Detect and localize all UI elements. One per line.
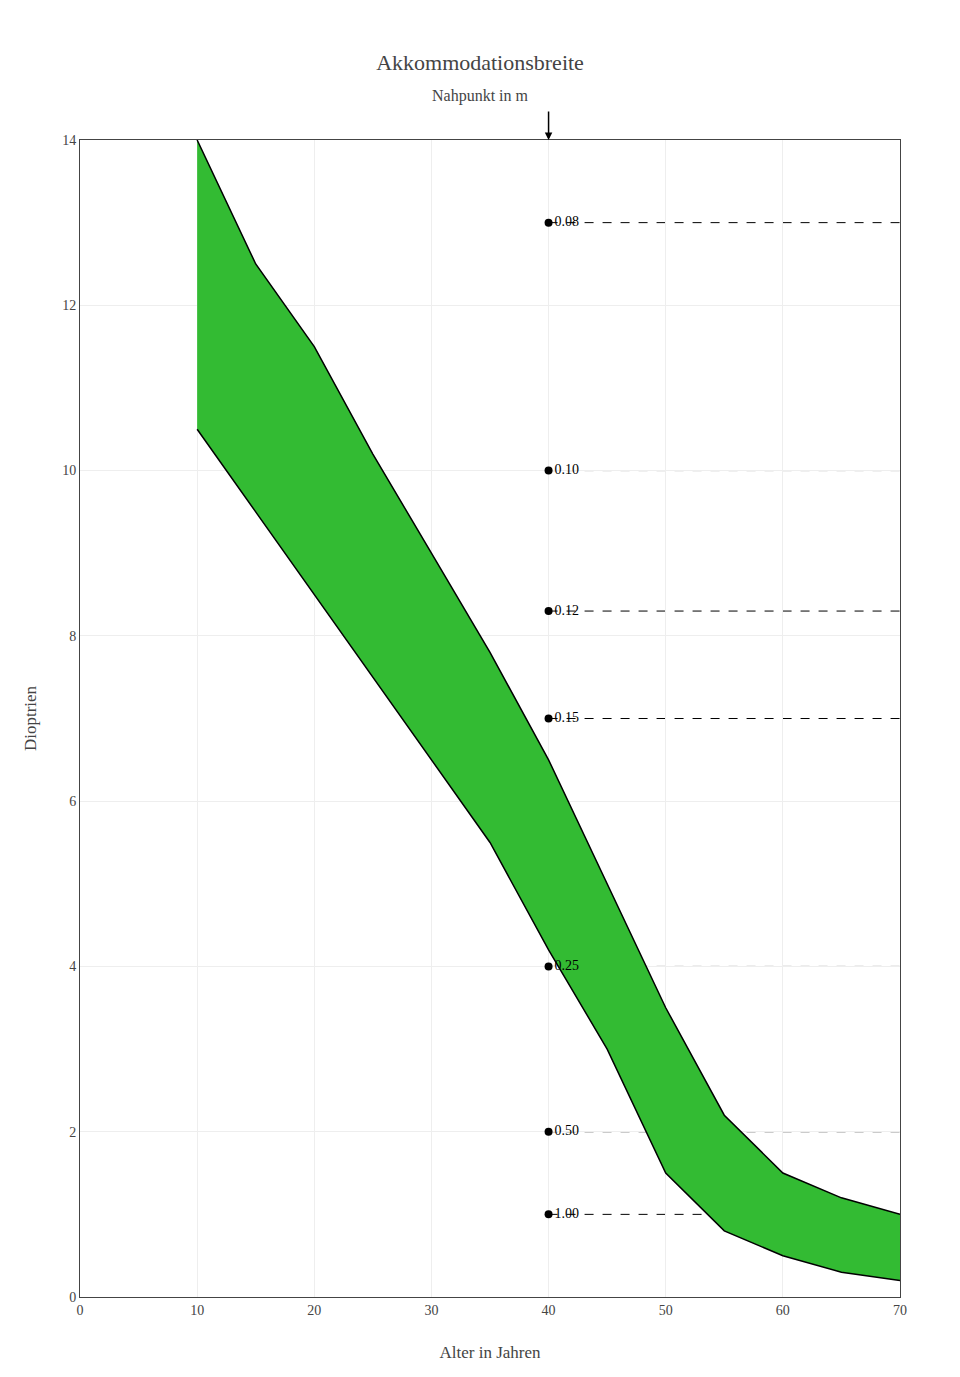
svg-text:0.25: 0.25 (555, 958, 580, 973)
svg-text:Dioptrien: Dioptrien (21, 685, 40, 751)
svg-text:Nahpunkt in m: Nahpunkt in m (432, 87, 529, 105)
svg-text:20: 20 (307, 1303, 321, 1318)
svg-text:60: 60 (776, 1303, 790, 1318)
svg-text:Akkommodationsbreite: Akkommodationsbreite (376, 50, 584, 75)
svg-text:0.10: 0.10 (555, 462, 580, 477)
svg-text:0.15: 0.15 (555, 710, 580, 725)
svg-text:2: 2 (69, 1125, 76, 1140)
svg-text:0: 0 (69, 1290, 76, 1305)
svg-text:10: 10 (190, 1303, 204, 1318)
svg-text:70: 70 (893, 1303, 907, 1318)
svg-text:0.50: 0.50 (555, 1123, 580, 1138)
svg-text:Alter in Jahren: Alter in Jahren (439, 1343, 541, 1362)
svg-text:0.12: 0.12 (555, 603, 580, 618)
svg-text:0: 0 (77, 1303, 84, 1318)
svg-text:40: 40 (542, 1303, 556, 1318)
svg-text:30: 30 (424, 1303, 438, 1318)
svg-text:6: 6 (69, 794, 76, 809)
svg-text:10: 10 (62, 463, 76, 478)
svg-text:12: 12 (62, 298, 76, 313)
svg-text:14: 14 (62, 133, 76, 148)
svg-text:50: 50 (659, 1303, 673, 1318)
svg-text:4: 4 (69, 959, 76, 974)
svg-text:0.08: 0.08 (555, 214, 580, 229)
svg-text:8: 8 (69, 629, 76, 644)
svg-text:1.00: 1.00 (555, 1206, 580, 1221)
